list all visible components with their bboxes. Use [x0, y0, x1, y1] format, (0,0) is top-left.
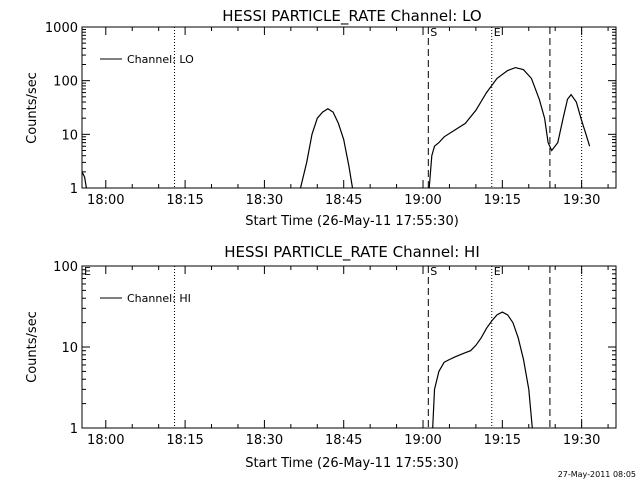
bottom-x-tick-label: 18:00 — [87, 433, 124, 448]
bottom-x-tick-label: 19:00 — [404, 433, 441, 448]
bottom-x-tick-label: 18:30 — [246, 433, 283, 448]
bottom-x-tick-label: 19:30 — [563, 433, 600, 448]
bottom-chart-ylabel: Counts/sec — [25, 311, 40, 383]
bottom-marker-label: S — [430, 265, 437, 278]
top-x-tick-label: 18:45 — [325, 193, 362, 208]
top-x-tick-label: 19:15 — [484, 193, 521, 208]
top-series-line — [81, 171, 87, 189]
bottom-marker-label: E — [84, 265, 91, 278]
top-marker-label: S — [430, 26, 437, 39]
top-plot-frame — [81, 26, 617, 189]
top-x-tick-label: 19:00 — [404, 193, 441, 208]
bottom-y-tick-label: 100 — [53, 260, 78, 275]
top-chart-xlabel: Start Time (26-May-11 17:55:30) — [245, 214, 459, 229]
top-x-tick-label: 18:30 — [246, 193, 283, 208]
bottom-chart-title: HESSI PARTICLE_RATE Channel: HI — [224, 243, 480, 262]
top-x-tick-label: 18:00 — [87, 193, 124, 208]
top-x-tick-label: 19:30 — [563, 193, 600, 208]
top-series-line — [299, 107, 354, 189]
bottom-chart-xlabel: Start Time (26-May-11 17:55:30) — [245, 456, 459, 471]
top-series-line — [428, 66, 591, 189]
top-chart-title: HESSI PARTICLE_RATE Channel: LO — [222, 7, 481, 26]
top-y-tick-label: 1 — [70, 182, 78, 197]
top-chart-ylabel: Counts/sec — [25, 72, 40, 144]
bottom-x-tick-label: 18:45 — [325, 433, 362, 448]
top-x-tick-label: 18:15 — [166, 193, 203, 208]
top-legend-label: Channel: LO — [127, 53, 194, 66]
bottom-x-tick-label: 18:15 — [166, 433, 203, 448]
bottom-legend-label: Channel: HI — [127, 292, 191, 305]
top-y-tick-label: 100 — [53, 75, 78, 90]
top-marker-label: E — [494, 26, 501, 39]
bottom-x-tick-label: 19:15 — [484, 433, 521, 448]
top-y-tick-label: 10 — [61, 128, 78, 143]
bottom-y-tick-label: 10 — [61, 341, 78, 356]
bottom-y-tick-label: 1 — [70, 422, 78, 437]
footer-timestamp: 27-May-2011 08:05 — [558, 470, 636, 479]
top-y-tick-label: 1000 — [45, 21, 78, 36]
bottom-marker-label: E — [494, 265, 501, 278]
bottom-series-line — [432, 311, 533, 429]
